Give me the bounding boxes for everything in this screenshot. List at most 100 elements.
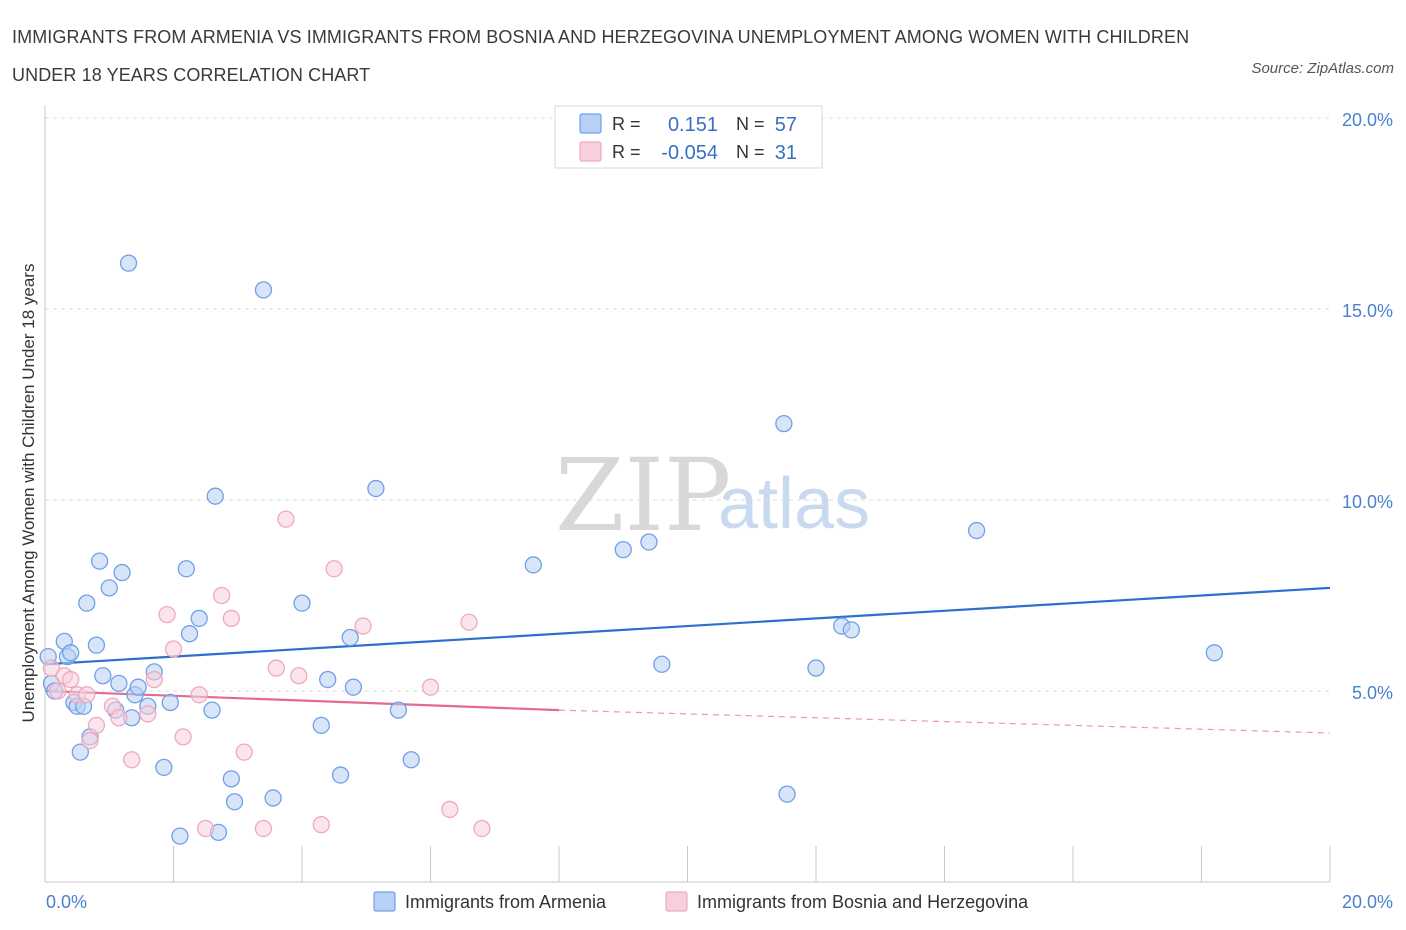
point-bosnia [42,659,61,677]
point-armenia [203,701,221,719]
trend-extension-bosnia [558,709,1331,734]
point-bosnia [78,686,96,704]
point-bosnia [123,751,141,769]
watermark-zip: ZIP [555,437,731,554]
axes [44,105,1331,883]
point-armenia [100,579,118,597]
legend-swatch-armenia [373,891,396,912]
point-armenia [161,693,179,712]
point-armenia [94,667,112,685]
y-tick-label: 15.0% [1342,301,1393,321]
point-bosnia [87,716,106,735]
point-bosnia [254,819,273,838]
legend-swatch-bosnia [665,891,688,912]
point-bosnia [441,800,459,819]
x-tick-labels: 0.0% 20.0% [46,892,1393,912]
point-bosnia [164,640,183,658]
stats-n-label-bosnia: N = [736,142,765,162]
point-bosnia [174,728,192,746]
stats-n-label-armenia: N = [736,114,765,134]
stats-r-label-armenia: R = [612,114,641,134]
point-armenia [842,621,860,639]
y-axis-label: Unemployment Among Women with Children U… [19,264,38,723]
gridlines [45,117,1330,692]
watermark-atlas: atlas [718,464,870,544]
point-armenia [331,766,350,784]
legend-label-bosnia: Immigrants from Bosnia and Herzegovina [697,892,1029,912]
point-bosnia [312,816,330,834]
point-armenia [1205,644,1223,662]
point-armenia [775,414,793,433]
point-armenia [640,533,658,551]
y-tick-labels: 5.0% 10.0% 15.0% 20.0% [1342,110,1393,703]
point-bosnia [421,678,440,696]
stats-r-label-bosnia: R = [612,142,641,162]
trend-lines [44,586,1331,734]
point-armenia [129,678,147,696]
point-bosnia [460,613,478,631]
point-bosnia [62,670,80,689]
source-label: Source: ZipAtlas.com [1251,60,1394,77]
point-armenia [807,659,825,677]
point-armenia [110,674,128,693]
stats-n-value-bosnia: 31 [775,142,797,164]
point-armenia [206,487,224,505]
y-tick-label: 20.0% [1342,110,1393,130]
point-armenia [389,701,408,719]
point-armenia [402,751,420,769]
stats-legend: R = 0.151 N = 57 R = -0.054 N = 31 [554,105,823,169]
point-armenia [312,716,330,735]
x-tick-label-min: 0.0% [46,892,87,912]
point-bosnia [473,819,491,838]
legend-label-armenia: Immigrants from Armenia [405,892,607,912]
series-legend: Immigrants from Armenia Immigrants from … [373,891,1029,912]
point-armenia [293,594,311,612]
trend-line-armenia [44,586,1331,666]
stats-n-value-armenia: 57 [775,114,797,136]
point-armenia [155,758,173,777]
point-bosnia [277,510,295,528]
point-armenia [62,644,80,662]
point-armenia [653,655,671,673]
point-armenia [222,770,240,788]
point-bosnia [213,586,231,605]
point-armenia [319,670,337,689]
point-armenia [967,521,986,540]
stats-r-value-armenia: 0.151 [668,114,718,136]
point-bosnia [290,667,308,685]
point-bosnia [325,560,343,578]
point-bosnia [190,686,208,704]
point-armenia [113,563,131,582]
point-bosnia [158,605,176,624]
point-armenia [171,827,189,845]
data-points [39,254,1223,845]
point-bosnia [235,743,253,761]
point-armenia [190,609,208,628]
point-armenia [778,785,796,803]
stats-swatch-armenia [579,113,602,134]
stats-swatch-bosnia [579,141,602,162]
point-armenia [264,789,282,807]
point-armenia [119,254,138,272]
point-bosnia [81,732,99,750]
point-armenia [367,479,385,498]
point-bosnia [110,709,128,727]
point-armenia [177,560,196,578]
point-bosnia [354,617,372,635]
point-armenia [254,281,273,299]
y-tick-label: 5.0% [1352,683,1393,703]
point-bosnia [222,609,240,628]
point-armenia [225,793,244,811]
point-armenia [180,625,199,643]
stats-r-value-bosnia: -0.054 [661,142,718,164]
point-armenia [614,541,632,559]
point-bosnia [196,819,215,838]
point-bosnia [145,670,163,689]
point-bosnia [139,705,157,723]
x-tick-label-max: 20.0% [1342,892,1393,912]
point-armenia [87,636,106,654]
point-bosnia [49,682,67,700]
chart-title: IMMIGRANTS FROM ARMENIA VS IMMIGRANTS FR… [12,27,1190,85]
point-armenia [71,743,89,761]
